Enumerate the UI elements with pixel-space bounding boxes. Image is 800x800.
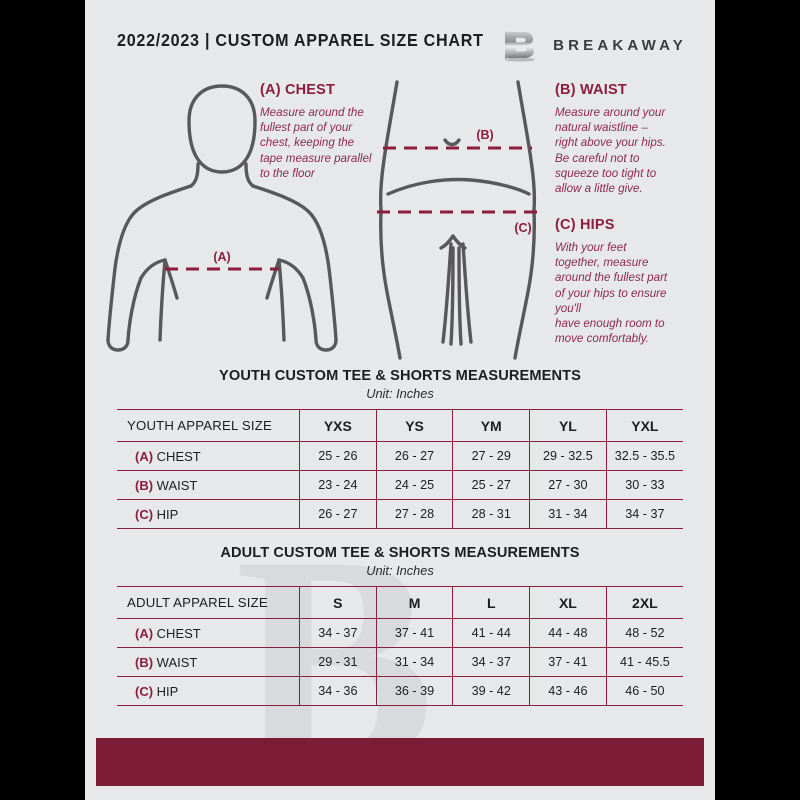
row-tag: (C) <box>135 683 154 699</box>
row-label: HIP <box>156 506 179 522</box>
adult-hip-2: 39 - 42 <box>452 676 531 706</box>
brand-lockup: BREAKAWAY <box>499 28 687 62</box>
table-row: (B) WAIST 23 - 24 24 - 25 25 - 27 27 - 3… <box>117 470 683 500</box>
adult-size-col-1: M <box>375 586 454 619</box>
row-label: CHEST <box>156 448 201 464</box>
note-chest-body: Measure around the fullest part of your … <box>260 106 372 180</box>
note-waist-heading: (B) WAIST <box>555 82 627 98</box>
size-chart-page: B 2022/2023 | CUSTOM APPAREL SIZE CHART <box>85 0 715 800</box>
youth-waist-3: 27 - 30 <box>529 470 607 500</box>
youth-hip-4: 34 - 37 <box>605 499 683 529</box>
adult-row-label-waist: (B) WAIST <box>117 647 300 677</box>
row-tag: (B) <box>135 477 154 493</box>
youth-table-unit: Unit: Inches <box>366 386 434 401</box>
table-row: (B) WAIST 29 - 31 31 - 34 34 - 37 37 - 4… <box>117 647 683 677</box>
youth-size-header-label: YOUTH APPAREL SIZE <box>117 409 300 442</box>
youth-waist-0: 23 - 24 <box>299 470 377 500</box>
stylized-b-logo-icon <box>505 31 536 62</box>
adult-hip-0: 34 - 36 <box>299 676 377 706</box>
adult-waist-0: 29 - 31 <box>299 647 377 677</box>
youth-size-col-4: YXL <box>605 409 683 442</box>
measurement-diagrams: (A) (B) <box>85 72 715 362</box>
adult-waist-4: 41 - 45.5 <box>605 647 683 677</box>
youth-row-label-hip: (C) HIP <box>117 499 300 529</box>
youth-size-col-0: YXS <box>299 409 377 442</box>
row-tag: (A) <box>135 448 154 464</box>
youth-waist-4: 30 - 33 <box>605 470 683 500</box>
row-tag: (B) <box>135 654 154 670</box>
table-row: (A) CHEST 34 - 37 37 - 41 41 - 44 44 - 4… <box>117 618 683 648</box>
adult-chest-0: 34 - 37 <box>299 618 377 648</box>
row-label: WAIST <box>156 477 198 493</box>
adult-chest-4: 48 - 52 <box>605 618 683 648</box>
adult-table-title: ADULT CUSTOM TEE & SHORTS MEASUREMENTS <box>220 545 580 561</box>
adult-chest-3: 44 - 48 <box>529 618 607 648</box>
adult-chest-2: 41 - 44 <box>452 618 531 648</box>
waist-measure-label: (B) <box>476 128 493 142</box>
youth-chest-0: 25 - 26 <box>299 441 377 471</box>
lower-body-diagram: (B) (C) <box>377 80 537 360</box>
adult-hip-1: 36 - 39 <box>375 676 454 706</box>
adult-size-col-3: XL <box>529 586 607 619</box>
table-row: (C) HIP 26 - 27 27 - 28 28 - 31 31 - 34 … <box>117 499 683 529</box>
row-label: HIP <box>156 683 179 699</box>
adult-row-label-chest: (A) CHEST <box>117 618 300 648</box>
table-header-row: ADULT APPAREL SIZE S M L XL 2XL <box>117 586 683 619</box>
adult-size-header-label: ADULT APPAREL SIZE <box>117 586 300 619</box>
youth-waist-2: 25 - 27 <box>452 470 531 500</box>
brand-name: BREAKAWAY <box>553 36 687 54</box>
page-title: 2022/2023 | CUSTOM APPAREL SIZE CHART <box>117 30 484 50</box>
table-row: (C) HIP 34 - 36 36 - 39 39 - 42 43 - 46 … <box>117 676 683 706</box>
youth-row-label-waist: (B) WAIST <box>117 470 300 500</box>
row-tag: (C) <box>135 506 154 522</box>
row-label: WAIST <box>156 654 198 670</box>
adult-row-label-hip: (C) HIP <box>117 676 300 706</box>
adult-chest-1: 37 - 41 <box>375 618 454 648</box>
youth-chest-2: 27 - 29 <box>452 441 531 471</box>
youth-size-col-3: YL <box>529 409 607 442</box>
adult-size-col-2: L <box>452 586 531 619</box>
youth-hip-3: 31 - 34 <box>529 499 607 529</box>
hip-measure-label: (C) <box>514 221 531 235</box>
youth-size-table-block: YOUTH CUSTOM TEE & SHORTS MEASUREMENTS U… <box>85 368 715 529</box>
adult-size-table: ADULT APPAREL SIZE S M L XL 2XL (A) CHES… <box>117 586 683 706</box>
youth-hip-2: 28 - 31 <box>452 499 531 529</box>
youth-hip-0: 26 - 27 <box>299 499 377 529</box>
adult-size-col-0: S <box>299 586 377 619</box>
adult-waist-2: 34 - 37 <box>452 647 531 677</box>
adult-table-unit: Unit: Inches <box>366 563 434 578</box>
adult-hip-4: 46 - 50 <box>605 676 683 706</box>
table-header-row: YOUTH APPAREL SIZE YXS YS YM YL YXL <box>117 409 683 442</box>
youth-table-title: YOUTH CUSTOM TEE & SHORTS MEASUREMENTS <box>219 368 581 384</box>
note-chest-heading: (A) CHEST <box>260 82 336 98</box>
youth-waist-1: 24 - 25 <box>375 470 454 500</box>
adult-hip-3: 43 - 46 <box>529 676 607 706</box>
adult-waist-1: 31 - 34 <box>375 647 454 677</box>
youth-row-label-chest: (A) CHEST <box>117 441 300 471</box>
youth-size-table: YOUTH APPAREL SIZE YXS YS YM YL YXL (A) … <box>117 409 683 529</box>
note-hips-heading: (C) HIPS <box>555 217 615 233</box>
youth-chest-3: 29 - 32.5 <box>529 441 607 471</box>
note-hips-body: With your feet together, measure around … <box>555 241 668 346</box>
note-waist: (B) WAIST Measure around your natural wa… <box>555 82 695 196</box>
youth-chest-1: 26 - 27 <box>375 441 454 471</box>
youth-hip-1: 27 - 28 <box>375 499 454 529</box>
note-chest: (A) CHEST Measure around the fullest par… <box>260 82 400 181</box>
note-waist-body: Measure around your natural waistline – … <box>555 106 666 196</box>
footer-bar <box>96 738 704 786</box>
youth-size-col-2: YM <box>452 409 531 442</box>
youth-size-col-1: YS <box>375 409 454 442</box>
adult-size-col-4: 2XL <box>605 586 683 619</box>
note-hips: (C) HIPS With your feet together, measur… <box>555 217 697 346</box>
page-header: 2022/2023 | CUSTOM APPAREL SIZE CHART <box>85 28 715 62</box>
upper-body-diagram: (A) <box>106 84 338 352</box>
youth-chest-4: 32.5 - 35.5 <box>605 441 683 471</box>
row-label: CHEST <box>156 625 201 641</box>
row-tag: (A) <box>135 625 154 641</box>
table-row: (A) CHEST 25 - 26 26 - 27 27 - 29 29 - 3… <box>117 441 683 471</box>
chest-measure-label: (A) <box>213 250 230 264</box>
adult-waist-3: 37 - 41 <box>529 647 607 677</box>
adult-size-table-block: ADULT CUSTOM TEE & SHORTS MEASUREMENTS U… <box>85 545 715 706</box>
